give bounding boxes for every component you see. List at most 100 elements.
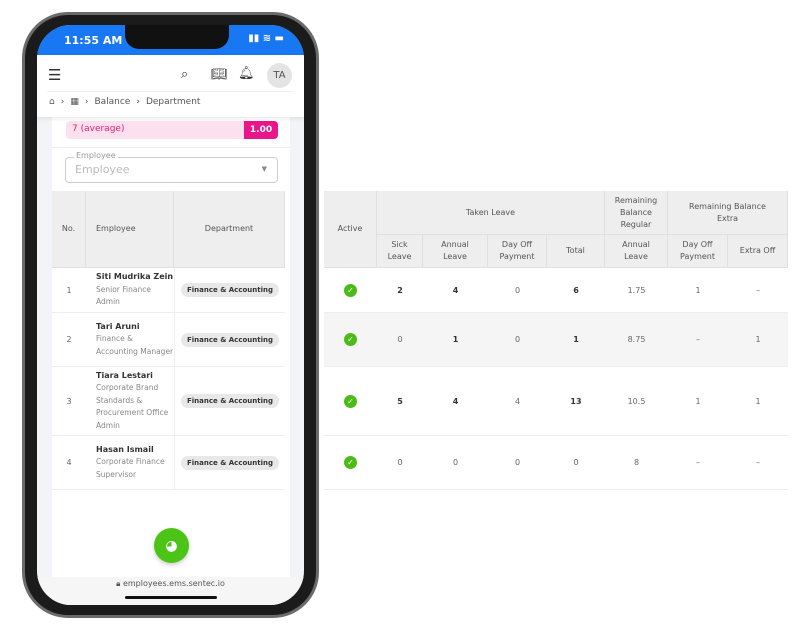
value-cell: 8	[605, 436, 668, 490]
value-cell: 0	[377, 436, 423, 490]
status-bar: 11:55 AM ▮▮ ≋ ▬	[37, 25, 304, 55]
row-number: 3	[52, 367, 86, 436]
value-cell: 1.75	[605, 268, 668, 313]
notch	[125, 25, 229, 49]
home-icon[interactable]: ⌂	[49, 97, 55, 107]
breadcrumb-balance[interactable]: Balance	[94, 97, 131, 107]
value-cell: 1	[668, 367, 728, 436]
header-taken-leave: Taken Leave	[377, 191, 605, 235]
home-indicator	[125, 596, 217, 599]
employee-name: Hasan Ismail	[96, 444, 154, 454]
value-cell: 8.75	[605, 313, 668, 367]
header-no: No.	[52, 191, 86, 268]
value-cell: 2	[377, 268, 423, 313]
bell-icon[interactable]: 🔔︎	[238, 66, 255, 81]
employee-cell: Hasan Ismail Corporate Finance Supervisor	[86, 436, 174, 490]
pie-chart-check-icon: ◕	[165, 537, 178, 554]
value-cell: 0	[488, 313, 547, 367]
active-cell: ✓	[324, 436, 377, 490]
menu-icon[interactable]: ☰	[48, 66, 62, 84]
department-chip: Finance & Accounting	[181, 332, 279, 347]
value-cell: –	[668, 313, 728, 367]
value-cell: 13	[547, 367, 605, 436]
header-active: Active	[324, 191, 377, 268]
check-circle-icon: ✓	[344, 456, 357, 469]
department-cell: Finance & Accounting	[174, 268, 285, 313]
value-cell: 4	[488, 367, 547, 436]
active-cell: ✓	[324, 367, 377, 436]
employee-title: Corporate Brand Standards & Procurement …	[96, 383, 169, 430]
app-header: ☰ ⌕ 📖︎ 🔔︎ TA ⌂ › ▦ › Balance › Department	[37, 55, 304, 117]
row-number: 2	[52, 313, 86, 367]
department-chip: Finance & Accounting	[181, 283, 279, 297]
signal-wifi-battery-icon: ▮▮ ≋ ▬	[248, 33, 284, 44]
department-chip: Finance & Accounting	[181, 394, 279, 408]
row-number: 1	[52, 268, 86, 313]
leave-report-fab[interactable]: ◕	[154, 528, 189, 563]
header-remaining-regular: Remaining Balance Regular	[605, 191, 668, 235]
subheader: Annual Leave	[423, 235, 488, 268]
value-cell: 6	[547, 268, 605, 313]
value-cell: 0	[423, 436, 488, 490]
book-icon[interactable]: 📖︎	[211, 67, 228, 82]
value-cell: 1	[668, 268, 728, 313]
value-cell: 4	[423, 367, 488, 436]
subheader: Day Off Payment	[668, 235, 728, 268]
value-cell: –	[728, 268, 788, 313]
department-cell: Finance & Accounting	[174, 436, 285, 490]
check-circle-icon: ✓	[344, 333, 357, 346]
row-number: 4	[52, 436, 86, 490]
search-icon[interactable]: ⌕	[181, 67, 189, 82]
department-cell: Finance & Accounting	[174, 367, 285, 436]
employee-title: Finance & Accounting Manager	[96, 334, 174, 356]
department-cell: Finance & Accounting	[174, 313, 285, 367]
value-cell: 1	[547, 313, 605, 367]
breadcrumb-department: Department	[145, 97, 201, 107]
header-remaining-extra: Remaining Balance Extra	[668, 191, 788, 235]
subheader: Sick Leave	[377, 235, 423, 268]
summary-value: 1.00	[244, 121, 278, 139]
active-cell: ✓	[324, 313, 377, 367]
average-summary: 7 (average) 1.00	[66, 121, 278, 139]
employee-cell: Siti Mudrika Zein Senior Finance Admin	[86, 268, 174, 313]
value-cell: 1	[728, 313, 788, 367]
check-circle-icon: ✓	[344, 394, 357, 408]
department-chip: Finance & Accounting	[181, 455, 279, 470]
subheader: Extra Off	[728, 235, 788, 268]
value-cell: 0	[488, 268, 547, 313]
active-cell: ✓	[324, 268, 377, 313]
value-cell: 1	[728, 367, 788, 436]
employee-name: Tiara Lestari	[96, 370, 153, 380]
employee-select[interactable]: Employee Employee ▼	[65, 151, 278, 183]
subheader: Day Off Payment	[488, 235, 547, 268]
summary-label: 7 (average)	[72, 124, 125, 134]
value-cell: –	[668, 436, 728, 490]
value-cell: 5	[377, 367, 423, 436]
subheader: Total	[547, 235, 605, 268]
value-cell: –	[728, 436, 788, 490]
employee-cell: Tiara Lestari Corporate Brand Standards &…	[86, 367, 174, 436]
employee-select-placeholder: Employee	[75, 163, 130, 176]
employee-select-label: Employee	[74, 151, 118, 160]
value-cell: 1	[423, 313, 488, 367]
chevron-down-icon: ▼	[261, 165, 267, 173]
breadcrumb: ⌂ › ▦ › Balance › Department	[49, 97, 201, 107]
employee-cell: Tari Aruni Finance & Accounting Manager	[86, 313, 174, 367]
employee-title: Senior Finance Admin	[96, 284, 151, 307]
calendar-icon[interactable]: ▦	[70, 97, 79, 107]
value-cell: 0	[547, 436, 605, 490]
avatar[interactable]: TA	[267, 63, 292, 88]
url-bar: 🔒︎ employees.ems.sentec.io	[37, 577, 304, 605]
value-cell: 4	[423, 268, 488, 313]
value-cell: 10.5	[605, 367, 668, 436]
employee-name: Siti Mudrika Zein	[96, 272, 174, 282]
check-circle-icon: ✓	[344, 283, 357, 297]
header-department: Department	[174, 191, 285, 268]
value-cell: 0	[377, 313, 423, 367]
url-text: employees.ems.sentec.io	[122, 579, 225, 588]
subheader: Annual Leave	[605, 235, 668, 268]
employee-name: Tari Aruni	[96, 321, 140, 331]
value-cell: 0	[488, 436, 547, 490]
status-time: 11:55 AM	[64, 34, 123, 47]
header-employee: Employee	[86, 191, 174, 268]
